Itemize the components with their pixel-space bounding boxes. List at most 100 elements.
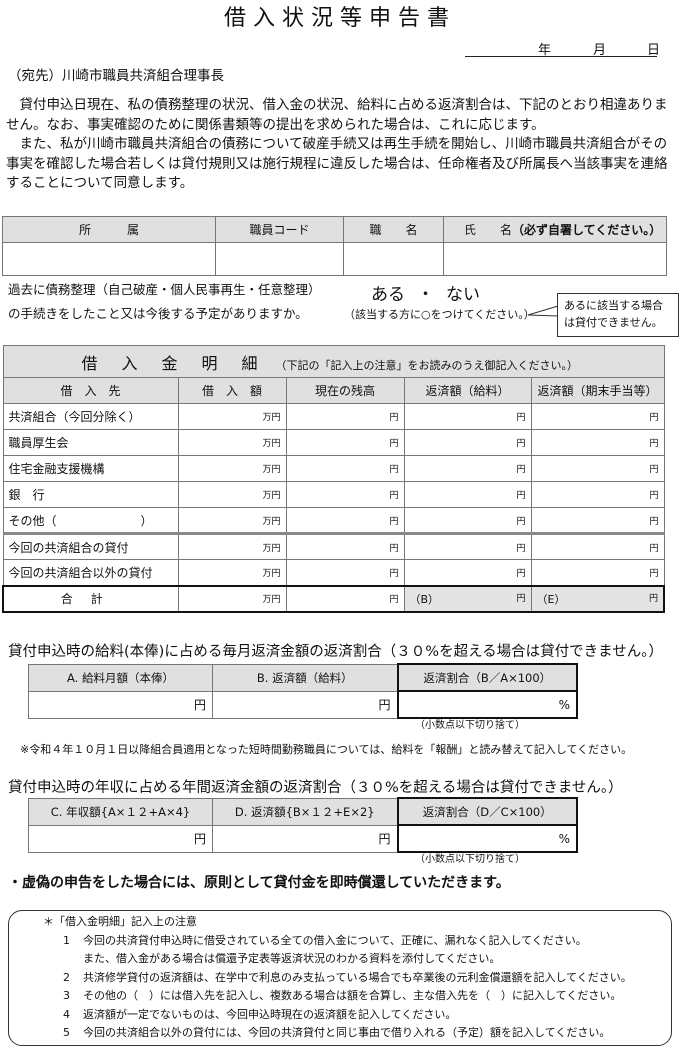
loan-table-title-note: （下記の「記入上の注意」をお読みのうえ御記入ください。） [275, 358, 579, 372]
total-label: 合計 [2, 584, 179, 613]
repay-salary-field[interactable]: 円 [403, 532, 532, 560]
repay-salary-field[interactable]: 円 [403, 455, 532, 482]
repay-bonus-header: 返済額（期末手当等） [530, 377, 665, 404]
repay-salary-header: 返済額（給料） [403, 377, 532, 404]
unit-yen: 円 [649, 543, 659, 554]
repay-bonus-field[interactable]: 円 [530, 429, 665, 456]
repay-salary-field[interactable]: 円 [403, 559, 532, 586]
annual-income-header: C. 年収額{A×１２+A×4} [28, 797, 213, 826]
lender-name: 職員厚生会 [2, 429, 179, 456]
repay-salary-field[interactable]: 円 [403, 429, 532, 456]
unit-man-yen: 万円 [262, 516, 281, 527]
unit-yen: 円 [516, 465, 526, 475]
total-balance[interactable]: 円 [285, 584, 405, 613]
balance-field[interactable]: 円 [285, 559, 405, 586]
total-repay-bonus-e[interactable]: （E） 円 [530, 584, 665, 613]
annual-ratio-header: 返済割合（D／C×100） [396, 797, 578, 826]
unit-man-yen: 万円 [262, 491, 281, 501]
salary-monthly-field[interactable]: 円 [28, 690, 213, 719]
annual-ratio-table: C. 年収額{A×１２+A×4} D. 返済額{B×１２+E×2} 返済割合（D… [28, 797, 578, 853]
affiliation-field[interactable] [2, 242, 216, 276]
loan-details-table: 借入金明細（下記の「記入上の注意」をお読みのうえ御記入ください。） 借 入 先 … [2, 345, 665, 613]
loan-amount-field[interactable]: 万円 [177, 507, 287, 534]
repay-bonus-field[interactable]: 円 [530, 532, 665, 560]
year-label: 年 [538, 43, 552, 58]
loan-row: 職員厚生会 万円 円 円 円 [2, 429, 665, 456]
loan-amount-field[interactable]: 万円 [177, 532, 287, 560]
repay-salary-field[interactable]: 円 [403, 403, 532, 430]
balance-field[interactable]: 円 [285, 507, 405, 534]
loan-amount-field[interactable]: 万円 [177, 403, 287, 430]
salary-monthly-header: A. 給料月額（本俸） [28, 663, 213, 692]
repay-monthly-field[interactable]: 円 [212, 690, 398, 719]
unit-man-yen: 万円 [262, 413, 281, 423]
repay-salary-field[interactable]: 円 [403, 507, 532, 534]
employee-code-header: 職員コード [215, 216, 344, 243]
balance-field[interactable]: 円 [285, 455, 405, 482]
option-no[interactable]: ない [446, 285, 480, 305]
balance-field[interactable]: 円 [285, 532, 405, 560]
debt-answer-options: ある・ない [365, 280, 486, 305]
loan-amount-header: 借 入 額 [177, 377, 287, 404]
note-number: 3 [63, 989, 70, 1002]
monthly-ratio-title: 貸付申込時の給料(本俸)に占める毎月返済金額の返済割合（３０%を超える場合は貸付… [8, 644, 663, 660]
repay-salary-field[interactable]: 円 [403, 481, 532, 508]
employee-code-field[interactable] [215, 242, 344, 276]
unit-yen: 円 [516, 593, 526, 604]
day-label: 日 [647, 43, 661, 58]
loan-amount-field[interactable]: 万円 [177, 559, 287, 586]
lender-name: 今回の共済組合の貸付 [2, 532, 179, 560]
balance-field[interactable]: 円 [285, 481, 405, 508]
annual-repay-field[interactable]: 円 [212, 824, 398, 853]
note-text: 今回の共済貸付申込時に借受されている全ての借入金について、正確に、漏れなく記入し… [83, 933, 587, 947]
total-row: 合計 万円 円 （B） 円 （E） 円 [2, 584, 665, 613]
repay-bonus-field[interactable]: 円 [530, 559, 665, 586]
rounding-note: （小数点以下切り捨て） [415, 854, 525, 865]
loan-amount-field[interactable]: 万円 [177, 481, 287, 508]
balance-field[interactable]: 円 [285, 429, 405, 456]
job-title-field[interactable] [343, 242, 444, 276]
lender-name: 共済組合（今回分除く） [2, 403, 179, 430]
unit-yen: 円 [516, 413, 526, 423]
unit-yen: 円 [648, 593, 658, 604]
repay-bonus-field[interactable]: 円 [530, 481, 665, 508]
lender-name: 今回の共済組合以外の貸付 [2, 559, 179, 586]
repay-bonus-field[interactable]: 円 [530, 403, 665, 430]
unit-yen: 円 [649, 491, 659, 501]
repay-monthly-header: B. 返済額（給料） [212, 663, 398, 692]
monthly-ratio-field[interactable]: % [396, 690, 578, 719]
loan-amount-field[interactable]: 万円 [177, 455, 287, 482]
mark-instruction: （該当する方に○をつけてください。） [344, 308, 535, 321]
total-loan-amount[interactable]: 万円 [177, 584, 287, 613]
annual-income-field[interactable]: 円 [28, 824, 213, 853]
note-text: その他の（ ）には借入先を記入し、複数ある場合は額を合算し、主な借入先を（ ）に… [83, 989, 622, 1002]
unit-yen: 円 [516, 491, 526, 501]
note-item: 4 返済額が一定でないものは、今回申込時現在の返済額を記入してください。 [43, 1006, 671, 1025]
unit-yen: 円 [516, 439, 526, 449]
lender-name: 銀 行 [2, 481, 179, 508]
unit-man-yen: 万円 [262, 439, 281, 449]
balance-header: 現在の残高 [285, 377, 405, 404]
repay-bonus-field[interactable]: 円 [530, 507, 665, 534]
repay-bonus-field[interactable]: 円 [530, 455, 665, 482]
loan-table-title: 借入金明細 [81, 353, 282, 373]
rounding-note: （小数点以下切り捨て） [415, 720, 525, 731]
total-repay-salary-b[interactable]: （B） 円 [403, 584, 532, 613]
annual-ratio-field[interactable]: % [396, 824, 578, 853]
debt-question-line1: 過去に債務整理（自己破産・個人民事再生・任意整理） [8, 282, 321, 297]
callout-note: あるに該当する場合は貸付できません。 [557, 293, 679, 337]
loan-row: 今回の共済組合の貸付 万円 円 円 円 [2, 532, 665, 560]
balance-field[interactable]: 円 [285, 403, 405, 430]
debt-question-line2: の手続きをしたこと又は今後する予定がありますか。 [8, 306, 308, 321]
date-field[interactable]: 年 月 日 [465, 38, 661, 58]
label-e: （E） [536, 592, 566, 606]
monthly-ratio-table: A. 給料月額（本俸） B. 返済額（給料） 返済割合（B／A×100） 円 円… [28, 663, 578, 719]
note-item: 3 その他の（ ）には借入先を記入し、複数ある場合は額を合算し、主な借入先を（ ）… [43, 987, 671, 1006]
option-yes[interactable]: ある [371, 285, 405, 305]
loan-amount-field[interactable]: 万円 [177, 429, 287, 456]
unit-yen: 円 [516, 543, 526, 554]
annual-repay-header: D. 返済額{B×１２+E×2} [212, 797, 398, 826]
name-field[interactable] [443, 242, 667, 276]
note-item: 1 今回の共済貸付申込時に借受されている全ての借入金について、正確に、漏れなく記入… [43, 932, 671, 951]
note-item: 5 今回の共済組合以外の貸付には、今回の共済貸付と同じ事由で借り入れる（予定）額を… [43, 1024, 671, 1043]
